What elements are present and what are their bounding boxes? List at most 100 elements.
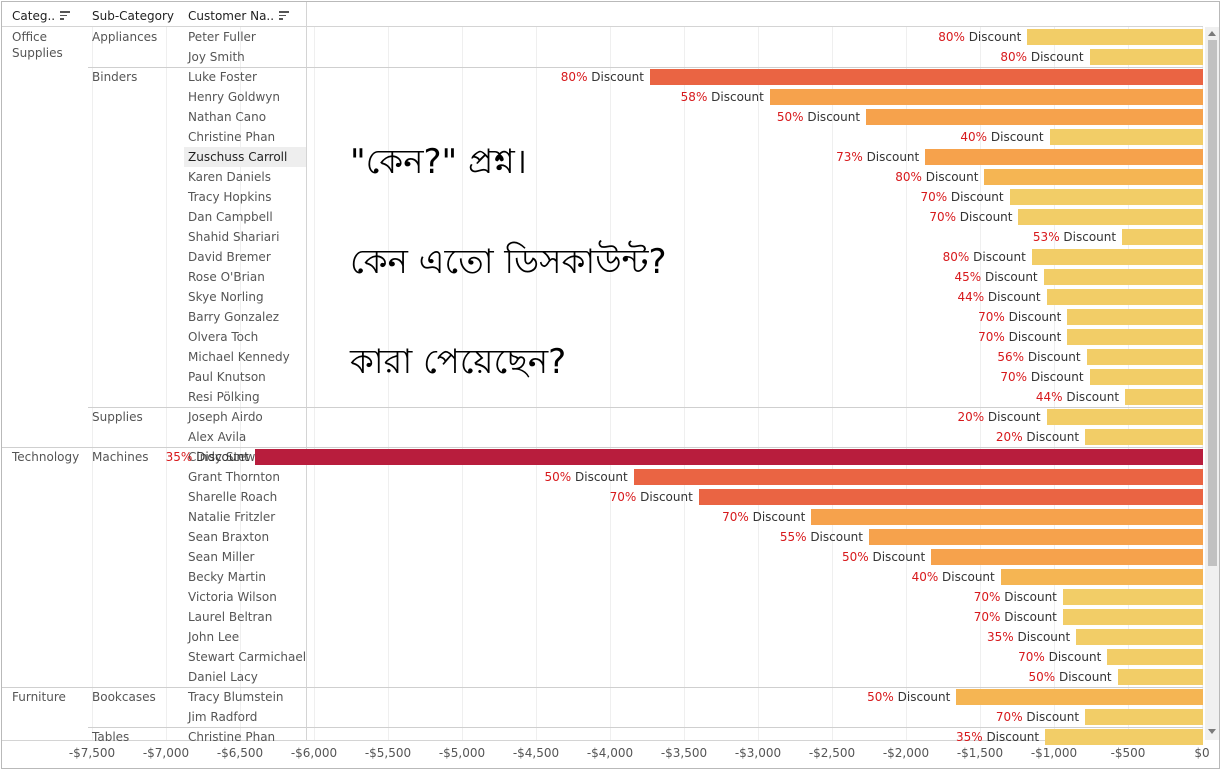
table-row[interactable]: Laurel Beltran 70% Discount [2, 607, 1203, 627]
bar[interactable] [1046, 409, 1203, 425]
bar[interactable] [1086, 349, 1203, 365]
table-row[interactable]: Tracy Blumstein 50% Discount [2, 687, 1203, 707]
table-row[interactable]: Tracy Hopkins 70% Discount [2, 187, 1203, 207]
table-row[interactable]: Olvera Toch 70% Discount [2, 327, 1203, 347]
bar[interactable] [1031, 249, 1203, 265]
discount-text: Discount [1027, 50, 1084, 64]
bar[interactable] [1043, 269, 1203, 285]
bar[interactable] [1049, 129, 1203, 145]
bar[interactable] [1085, 709, 1203, 725]
bar[interactable] [984, 169, 1203, 185]
bar[interactable] [866, 109, 1203, 125]
bar[interactable] [1117, 669, 1203, 685]
table-row[interactable]: Zuschuss Carroll 73% Discount [2, 147, 1203, 167]
bar[interactable] [1089, 369, 1203, 385]
table-row[interactable]: Christine Phan 40% Discount [2, 127, 1203, 147]
bar[interactable] [1062, 589, 1203, 605]
bar[interactable] [1009, 189, 1203, 205]
data-label: 20% Discount [957, 407, 1040, 427]
data-label: 35% Discount [956, 727, 1039, 747]
data-label: 70% Discount [920, 187, 1003, 207]
x-tick-label: -$6,000 [290, 746, 338, 760]
table-row[interactable]: Michael Kennedy 56% Discount [2, 347, 1203, 367]
x-tick-label: -$3,000 [734, 746, 782, 760]
bar[interactable] [811, 509, 1203, 525]
table-row[interactable]: Sharelle Roach 70% Discount [2, 487, 1203, 507]
customer-name: Luke Foster [188, 70, 257, 84]
data-label: 70% Discount [996, 707, 1079, 727]
bar[interactable] [633, 469, 1203, 485]
bar[interactable] [1046, 289, 1203, 305]
x-tick-label: -$2,000 [882, 746, 930, 760]
table-row[interactable]: Nathan Cano 50% Discount [2, 107, 1203, 127]
gridline [240, 27, 241, 740]
scrollbar-thumb[interactable] [1208, 40, 1217, 566]
table-row[interactable]: Stewart Carmichael 70% Discount [2, 647, 1203, 667]
table-row[interactable]: Skye Norling 44% Discount [2, 287, 1203, 307]
table-row[interactable]: Cindy Stewart 35% Discount [2, 447, 1203, 467]
header-category[interactable]: Categ.. [12, 2, 55, 27]
bar[interactable] [1062, 609, 1203, 625]
bar[interactable] [1085, 429, 1203, 445]
table-row[interactable]: John Lee 35% Discount [2, 627, 1203, 647]
data-label: 80% Discount [938, 27, 1021, 47]
bar[interactable] [956, 689, 1203, 705]
scroll-up-icon[interactable] [1208, 31, 1216, 36]
sort-icon[interactable] [279, 11, 291, 21]
discount-text: Discount [1013, 630, 1071, 644]
table-row[interactable]: Henry Goldwyn 58% Discount [2, 87, 1203, 107]
subcategory-label: Appliances [92, 30, 158, 44]
bar[interactable] [1076, 629, 1203, 645]
bar[interactable] [698, 489, 1203, 505]
table-row[interactable]: Karen Daniels 80% Discount [2, 167, 1203, 187]
table-row[interactable]: Barry Gonzalez 70% Discount [2, 307, 1203, 327]
table-row[interactable]: Natalie Fritzler 70% Discount [2, 507, 1203, 527]
table-row[interactable]: Jim Radford 70% Discount [2, 707, 1203, 727]
bar[interactable] [1125, 389, 1203, 405]
bar[interactable] [1000, 569, 1203, 585]
table-row[interactable]: Alex Avila 20% Discount [2, 427, 1203, 447]
table-row[interactable]: Dan Campbell 70% Discount [2, 207, 1203, 227]
discount-text: Discount [984, 290, 1041, 304]
bar[interactable] [1027, 29, 1203, 45]
table-row[interactable]: Rose O'Brian 45% Discount [2, 267, 1203, 287]
scroll-down-icon[interactable] [1208, 729, 1216, 734]
bar[interactable] [925, 149, 1203, 165]
table-row[interactable]: Shahid Shariari 53% Discount [2, 227, 1203, 247]
discount-text: Discount [707, 90, 764, 104]
header-customer[interactable]: Customer Na.. [188, 2, 274, 27]
table-row[interactable]: Peter Fuller 80% Discount [2, 27, 1203, 47]
bar[interactable] [769, 89, 1203, 105]
bar[interactable] [254, 449, 1203, 465]
discount-percent: 45% [954, 270, 982, 284]
category-label: Office Supplies [12, 30, 63, 60]
table-row[interactable]: Joseph Airdo 20% Discount [2, 407, 1203, 427]
bar[interactable] [1045, 729, 1203, 745]
bar[interactable] [649, 69, 1203, 85]
table-row[interactable]: David Bremer 80% Discount [2, 247, 1203, 267]
table-row[interactable]: Joy Smith 80% Discount [2, 47, 1203, 67]
header-subcategory[interactable]: Sub-Category [92, 2, 174, 27]
bar[interactable] [1122, 229, 1203, 245]
table-row[interactable]: Paul Knutson 70% Discount [2, 367, 1203, 387]
bar[interactable] [931, 549, 1203, 565]
vertical-scrollbar[interactable] [1205, 27, 1219, 740]
table-row[interactable]: Sean Miller 50% Discount [2, 547, 1203, 567]
bar[interactable] [1067, 329, 1203, 345]
customer-name: Victoria Wilson [188, 590, 277, 604]
table-row[interactable]: Luke Foster 80% Discount [2, 67, 1203, 87]
table-row[interactable]: Resi Pölking 44% Discount [2, 387, 1203, 407]
table-row[interactable]: Victoria Wilson 70% Discount [2, 587, 1203, 607]
bar[interactable] [1089, 49, 1203, 65]
sort-icon[interactable] [60, 11, 72, 21]
bar[interactable] [1107, 649, 1203, 665]
table-row[interactable]: Grant Thornton 50% Discount [2, 467, 1203, 487]
bar[interactable] [869, 529, 1203, 545]
table-row[interactable]: Becky Martin 40% Discount [2, 567, 1203, 587]
table-row[interactable]: Christine Phan 35% Discount [2, 727, 1203, 747]
table-row[interactable]: Daniel Lacy 50% Discount [2, 667, 1203, 687]
bar[interactable] [1018, 209, 1203, 225]
table-row[interactable]: Sean Braxton 55% Discount [2, 527, 1203, 547]
bar[interactable] [1067, 309, 1203, 325]
discount-text: Discount [987, 130, 1044, 144]
